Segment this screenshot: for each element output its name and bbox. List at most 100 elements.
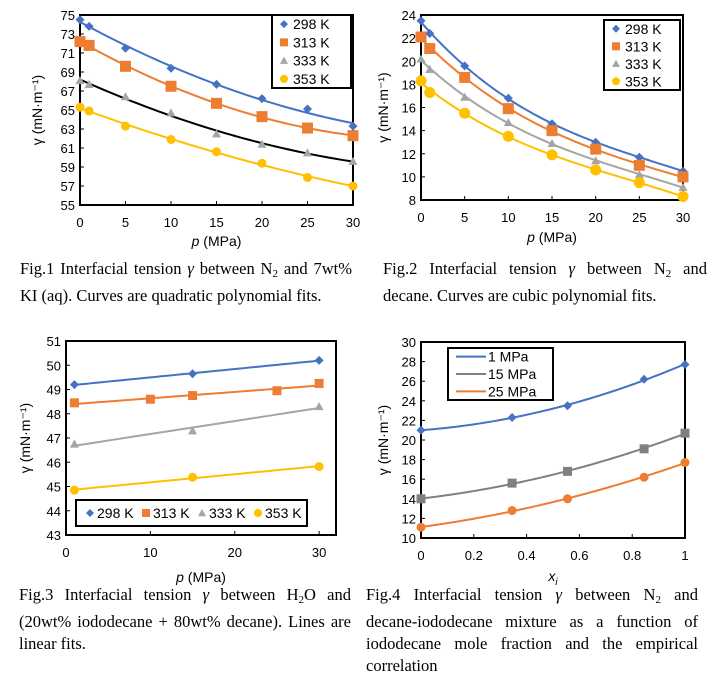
y-tick-label: 30 xyxy=(402,335,416,350)
data-point xyxy=(415,31,427,43)
legend-marker xyxy=(280,20,288,29)
y-tick-label: 20 xyxy=(402,54,416,69)
y-tick-label: 18 xyxy=(402,453,416,468)
y-tick-label: 22 xyxy=(402,31,416,46)
chart-fig2: 0 5 10 15 20 25 30 8 10 12 14 16 18 20 22 24 p (MPa) γ (m… xyxy=(375,8,690,245)
y-tick-label: 69 xyxy=(61,65,75,80)
data-point xyxy=(257,94,267,104)
data-point xyxy=(459,71,471,83)
data-point xyxy=(677,191,689,203)
x-axis-label: p (MPa) xyxy=(175,569,226,585)
x-tick-label: 10 xyxy=(501,210,515,225)
y-tick-label: 47 xyxy=(47,431,61,446)
data-point xyxy=(303,104,312,114)
series-353-k xyxy=(415,75,689,203)
y-tick-label: 10 xyxy=(402,170,416,185)
y-tick-label: 22 xyxy=(402,413,416,428)
data-point xyxy=(591,156,601,165)
fit-line xyxy=(420,363,686,432)
y-tick-label: 73 xyxy=(61,27,75,42)
data-point xyxy=(507,478,517,488)
data-point xyxy=(121,43,130,53)
y-tick-label: 24 xyxy=(402,8,416,23)
data-point xyxy=(84,79,94,88)
data-point xyxy=(303,172,312,182)
data-point xyxy=(84,106,94,116)
data-point xyxy=(188,369,198,379)
data-point xyxy=(425,29,435,38)
data-point xyxy=(460,61,470,71)
x-tick-label: 5 xyxy=(461,210,468,225)
legend-label: 353 K xyxy=(625,73,662,89)
series-298-k xyxy=(69,355,324,390)
y-tick-label: 16 xyxy=(402,101,416,116)
legend-label: 1 MPa xyxy=(488,349,529,365)
data-point xyxy=(507,506,517,516)
x-tick-label: 5 xyxy=(122,215,129,230)
y-tick-label: 49 xyxy=(47,383,61,398)
y-tick-label: 71 xyxy=(61,46,75,61)
caption-fig3: Fig.3 Interfacial tension γ between H2O … xyxy=(19,585,351,653)
series-15-mpa xyxy=(416,428,690,504)
x-tick-label: 0 xyxy=(76,215,83,230)
legend-marker xyxy=(142,509,150,517)
data-point xyxy=(272,386,282,396)
y-tick-label: 12 xyxy=(402,147,416,162)
data-point xyxy=(212,147,221,157)
legend-marker xyxy=(198,509,206,517)
data-point xyxy=(507,412,517,422)
data-point xyxy=(416,425,426,435)
data-point xyxy=(211,97,222,109)
y-tick-label: 63 xyxy=(61,122,75,137)
chart-fig1: 0 5 10 15 20 25 30 55 57 59 61 63 65 67 69 71 73 75 p (MPa… xyxy=(29,8,360,249)
data-point xyxy=(302,122,313,134)
data-point xyxy=(75,102,85,112)
series-1-mpa xyxy=(416,360,690,435)
data-point xyxy=(424,86,436,98)
legend-label: 333 K xyxy=(209,505,246,521)
data-point xyxy=(69,398,79,408)
data-point xyxy=(424,43,436,55)
x-tick-label: 15 xyxy=(209,215,223,230)
x-tick-label: 0 xyxy=(417,548,424,563)
data-point xyxy=(314,401,324,411)
y-tick-label: 45 xyxy=(47,480,61,495)
data-point xyxy=(84,21,94,31)
chart-fig4: 0 0.2 0.4 0.6 0.8 1 10 12 14 16 18 20 22 24 26 28 30 xi γ … xyxy=(375,335,690,588)
data-point xyxy=(502,103,514,115)
data-point xyxy=(348,181,358,191)
y-tick-label: 26 xyxy=(402,374,416,389)
data-point xyxy=(145,394,155,404)
y-tick-label: 65 xyxy=(61,103,75,118)
data-point xyxy=(680,360,690,370)
x-tick-label: 30 xyxy=(346,215,360,230)
x-tick-label: 10 xyxy=(164,215,178,230)
series-353-k xyxy=(75,102,358,191)
data-point xyxy=(503,118,513,127)
x-tick-label: 0 xyxy=(417,210,424,225)
data-point xyxy=(680,428,690,438)
legend-marker xyxy=(254,509,262,517)
y-tick-label: 28 xyxy=(402,355,416,370)
y-tick-label: 20 xyxy=(402,433,416,448)
data-point xyxy=(563,401,573,411)
data-point xyxy=(314,378,324,388)
legend-marker xyxy=(86,509,94,517)
data-point xyxy=(257,158,267,168)
legend-label: 313 K xyxy=(153,505,190,521)
data-point xyxy=(416,16,426,26)
data-point xyxy=(75,15,85,25)
data-point xyxy=(634,170,644,179)
data-point xyxy=(563,466,573,476)
data-point xyxy=(678,182,688,191)
y-tick-label: 51 xyxy=(47,334,61,349)
data-point xyxy=(69,439,79,448)
data-point xyxy=(121,92,130,101)
fit-line xyxy=(74,359,320,386)
data-point xyxy=(188,472,198,482)
data-point xyxy=(166,63,176,73)
y-tick-label: 48 xyxy=(47,407,61,422)
data-point xyxy=(639,444,649,454)
